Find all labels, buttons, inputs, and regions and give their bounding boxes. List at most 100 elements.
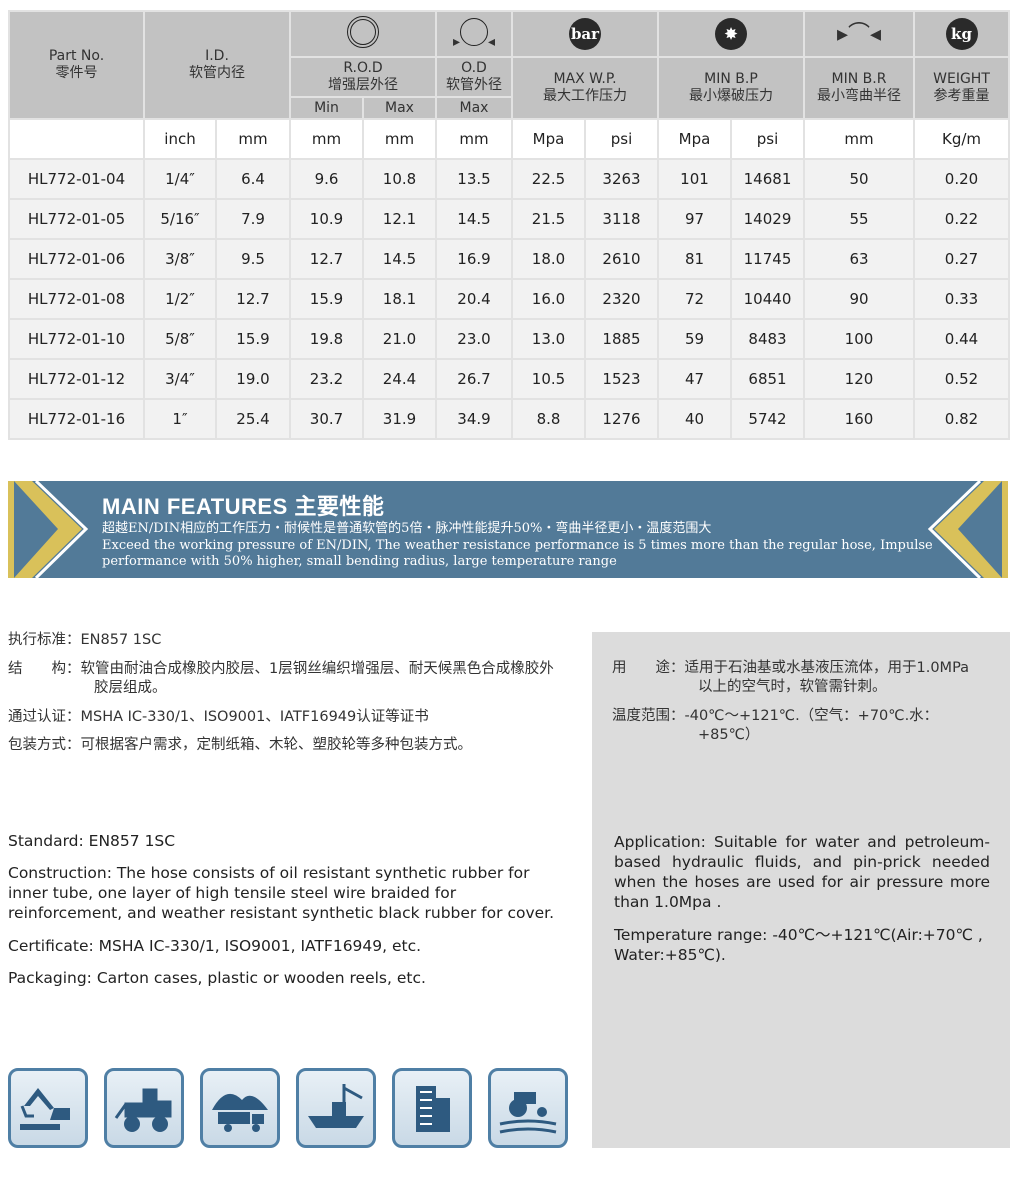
- certificate-en: Certificate: MSHA IC-330/1, ISO9001, IAT…: [8, 937, 422, 955]
- spec-table: Part No. 零件号 I.D. 软管内径 ▸ ◂ bar ✸ ▸⌒◂ kg R.O…: [8, 10, 1010, 440]
- table-cell: 9.6: [289, 158, 364, 200]
- table-cell: 13.0: [511, 318, 586, 360]
- table-cell: 10.5: [511, 358, 586, 400]
- construction-cn: 结 构：软管由耐油合成橡胶内胶层、1层钢丝编织增强层、耐天候黑色合成橡胶外胶层组…: [8, 661, 554, 696]
- table-cell: 22.5: [511, 158, 586, 200]
- packaging-en: Packaging: Carton cases, plastic or wood…: [8, 969, 426, 987]
- application-cn: 用 途：适用于石油基或水基液压流体，用于1.0MPa以上的空气时，软管需针刺。: [612, 660, 970, 695]
- table-cell: 1″: [143, 398, 217, 440]
- table-cell: HL772-01-05: [8, 198, 145, 240]
- table-cell: 12.7: [289, 238, 364, 280]
- table-cell: 16.0: [511, 278, 586, 320]
- table-cell: 12.1: [362, 198, 437, 240]
- table-cell: 23.2: [289, 358, 364, 400]
- table-cell: inch: [143, 118, 217, 160]
- table-cell: 72: [657, 278, 732, 320]
- header-max: Max: [362, 96, 437, 120]
- table-cell: HL772-01-08: [8, 278, 145, 320]
- table-cell: 0.44: [913, 318, 1010, 360]
- table-row: HL772-01-06 3/8″ 9.5 12.7 14.5 16.9 18.0 2610 81…: [8, 238, 1010, 280]
- table-cell: 13.5: [435, 158, 513, 200]
- table-cell: 160: [803, 398, 915, 440]
- table-cell: 20.4: [435, 278, 513, 320]
- excavator-icon: [8, 1068, 88, 1148]
- table-cell: 63: [803, 238, 915, 280]
- table-cell: 0.22: [913, 198, 1010, 240]
- header-min: Min: [289, 96, 364, 120]
- ship-icon: [296, 1068, 376, 1148]
- application-icons: [8, 1068, 568, 1148]
- table-cell: 10.8: [362, 158, 437, 200]
- table-cell: mm: [215, 118, 291, 160]
- table-cell: 10440: [730, 278, 805, 320]
- table-row: HL772-01-12 3/4″ 19.0 23.2 24.4 26.7 10.5 1523 4…: [8, 358, 1010, 400]
- table-row: HL772-01-16 1″ 25.4 30.7 31.9 34.9 8.8 1276 40 57…: [8, 398, 1010, 440]
- table-cell: 31.9: [362, 398, 437, 440]
- table-cell: 81: [657, 238, 732, 280]
- table-cell: 7.9: [215, 198, 291, 240]
- header-wp: MAX W.P. 最大工作压力: [511, 56, 659, 120]
- table-cell: 1276: [584, 398, 659, 440]
- table-cell: 23.0: [435, 318, 513, 360]
- table-cell: 6.4: [215, 158, 291, 200]
- table-cell: 19.8: [289, 318, 364, 360]
- table-cell: HL772-01-16: [8, 398, 145, 440]
- table-cell: 40: [657, 398, 732, 440]
- kg-icon: kg: [913, 10, 1010, 58]
- table-cell: 120: [803, 358, 915, 400]
- table-cell: 12.7: [215, 278, 291, 320]
- table-cell: psi: [584, 118, 659, 160]
- table-cell: mm: [362, 118, 437, 160]
- table-cell: Mpa: [511, 118, 586, 160]
- table-cell: 34.9: [435, 398, 513, 440]
- table-cell: 100: [803, 318, 915, 360]
- table-cell: 21.0: [362, 318, 437, 360]
- building-icon: [392, 1068, 472, 1148]
- table-cell: 97: [657, 198, 732, 240]
- table-cell: HL772-01-04: [8, 158, 145, 200]
- table-cell: 59: [657, 318, 732, 360]
- packaging-cn: 包装方式：可根据客户需求，定制纸箱、木轮、塑胶轮等多种包装方式。: [8, 737, 472, 753]
- table-cell: 3/4″: [143, 358, 217, 400]
- table-cell: 5/8″: [143, 318, 217, 360]
- header-part-no: Part No. 零件号: [8, 10, 145, 120]
- table-cell: 18.0: [511, 238, 586, 280]
- table-cell: 30.7: [289, 398, 364, 440]
- table-cell: [8, 118, 145, 160]
- header-od: O.D 软管外径: [435, 56, 513, 98]
- header-id: I.D. 软管内径: [143, 10, 291, 120]
- table-cell: 8483: [730, 318, 805, 360]
- table-cell: 90: [803, 278, 915, 320]
- temperature-cn: 温度范围：-40℃～+121℃.（空气：+70℃.水：+85℃）: [612, 708, 939, 743]
- table-cell: 3/8″: [143, 238, 217, 280]
- table-cell: HL772-01-10: [8, 318, 145, 360]
- bar-icon: bar: [511, 10, 659, 58]
- od-icon: ▸ ◂: [435, 10, 513, 58]
- table-cell: 55: [803, 198, 915, 240]
- table-row: HL772-01-08 1/2″ 12.7 15.9 18.1 20.4 16.0 2320 7…: [8, 278, 1010, 320]
- temperature-en: Temperature range: -40℃～+121℃(Air:+70℃ ,…: [614, 926, 983, 964]
- header-br: MIN B.R 最小弯曲半径: [803, 56, 915, 120]
- table-cell: 9.5: [215, 238, 291, 280]
- table-cell: 14029: [730, 198, 805, 240]
- table-cell: 15.9: [289, 278, 364, 320]
- construction-en: Construction: The hose consists of oil r…: [8, 864, 555, 922]
- table-cell: 15.9: [215, 318, 291, 360]
- mining-truck-icon: [200, 1068, 280, 1148]
- table-cell: 24.4: [362, 358, 437, 400]
- certificate-cn: 通过认证：MSHA IC-330/1、ISO9001、IATF16949认证等证…: [8, 709, 429, 725]
- main-features-banner: MAIN FEATURES 主要性能 超越EN/DIN相应的工作压力・耐候性是普…: [8, 481, 1008, 578]
- table-cell: Mpa: [657, 118, 732, 160]
- table-cell: mm: [289, 118, 364, 160]
- left-chevron-icon: [14, 481, 89, 578]
- table-row: HL772-01-05 5/16″ 7.9 10.9 12.1 14.5 21.5 3118 9…: [8, 198, 1010, 240]
- table-cell: 1523: [584, 358, 659, 400]
- table-cell: HL772-01-06: [8, 238, 145, 280]
- table-cell: 50: [803, 158, 915, 200]
- table-cell: 5742: [730, 398, 805, 440]
- header-weight: WEIGHT 参考重量: [913, 56, 1010, 120]
- table-cell: 14.5: [362, 238, 437, 280]
- units-row: inch mm mm mm mm Mpa psi Mpa psi mm Kg/m: [8, 118, 1010, 160]
- rod-icon: [289, 10, 437, 58]
- table-cell: 101: [657, 158, 732, 200]
